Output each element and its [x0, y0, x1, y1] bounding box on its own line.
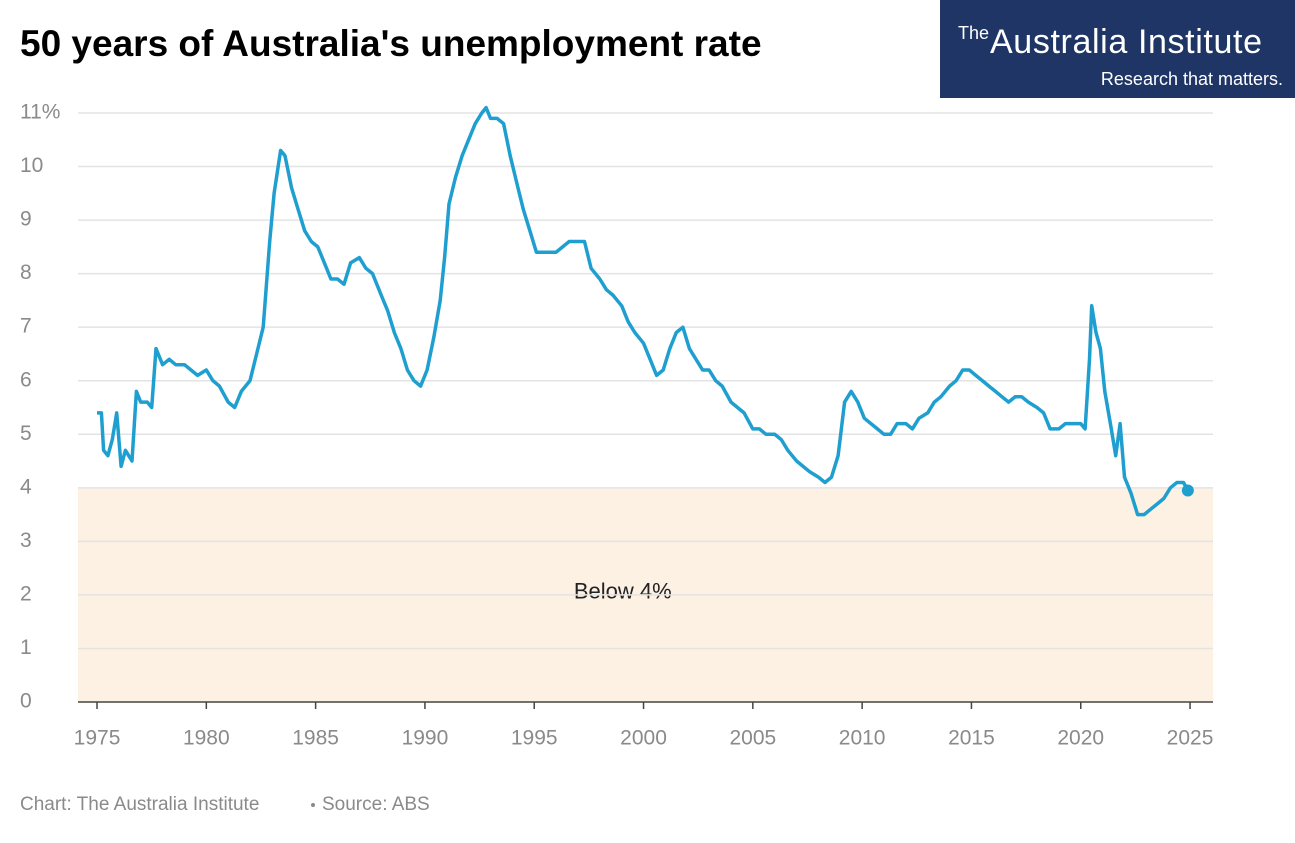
y-tick-label: 11% [20, 101, 60, 124]
x-tick-label: 2020 [1057, 727, 1104, 750]
y-tick-label: 0 [20, 690, 32, 713]
y-tick-label: 3 [20, 529, 32, 552]
x-tick-label: 2000 [620, 727, 667, 750]
end-point [1181, 484, 1194, 497]
credit: Chart: The Australia Institute [20, 794, 259, 815]
logo-name: Australia Institute [990, 23, 1262, 61]
x-tick-label: 1990 [402, 727, 449, 750]
x-tick-label: 1995 [511, 727, 558, 750]
y-tick-label: 5 [20, 422, 32, 445]
y-tick-label: 8 [20, 261, 32, 284]
line [97, 105, 1190, 517]
y-tick-label: 4 [20, 475, 32, 498]
y-tick-label: 10 [20, 154, 43, 177]
x-tick-label: 1985 [292, 727, 339, 750]
y-tick-label: 6 [20, 368, 32, 391]
source: Source: ABS [322, 794, 430, 815]
x-tick-label: 1980 [183, 727, 230, 750]
y-tick-label: 2 [20, 582, 32, 605]
separator [311, 803, 315, 807]
y-tick-label: 1 [20, 636, 32, 659]
logo-tagline: Research that matters. [1101, 69, 1283, 89]
x-tick-label: 2015 [948, 727, 995, 750]
y-tick-label: 9 [20, 208, 32, 231]
x-tick-label: 2025 [1167, 727, 1214, 750]
x-tick-label: 2010 [839, 727, 886, 750]
chart-title: 50 years of Australia's unemployment rat… [20, 23, 762, 64]
logo-prefix: The [958, 23, 989, 43]
band-label: Below 4% [574, 579, 672, 604]
y-tick-label: 7 [20, 315, 32, 338]
x-tick-label: 2005 [729, 727, 776, 750]
logo-box [940, 0, 1295, 98]
x-tick-label: 1975 [74, 727, 121, 750]
